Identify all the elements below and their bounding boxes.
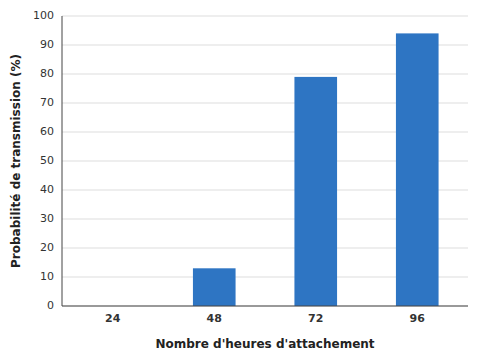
y-grid xyxy=(62,16,468,306)
y-tick-labels: 0 10 20 30 40 50 60 70 80 90 100 xyxy=(33,9,54,312)
x-tick-label: 72 xyxy=(308,312,323,325)
x-tick-label: 96 xyxy=(410,312,426,325)
y-tick-label: 70 xyxy=(40,96,54,109)
bar xyxy=(396,33,439,306)
y-tick-label: 40 xyxy=(40,183,54,196)
x-tick-label: 24 xyxy=(105,312,121,325)
y-tick-label: 60 xyxy=(40,125,54,138)
y-tick-label: 50 xyxy=(40,154,54,167)
bars xyxy=(193,33,439,306)
y-tick-label: 100 xyxy=(33,9,54,22)
y-axis-line xyxy=(62,16,63,306)
x-tick-labels: 24 48 72 96 xyxy=(105,312,425,325)
y-tick-label: 80 xyxy=(40,67,54,80)
x-axis-line xyxy=(62,306,468,307)
chart-container: 0 10 20 30 40 50 60 70 80 90 100 24 48 72 96 Nombre d'h… xyxy=(0,0,484,358)
chart-svg: 0 10 20 30 40 50 60 70 80 90 100 24 48 72 96 Nombre d'h… xyxy=(0,0,484,358)
grid-line xyxy=(62,16,468,17)
bar xyxy=(193,268,236,306)
y-tick-label: 10 xyxy=(40,270,54,283)
y-tick-label: 30 xyxy=(40,212,54,225)
y-tick-label: 20 xyxy=(40,241,54,254)
x-axis-label: Nombre d'heures d'attachement xyxy=(155,337,374,351)
grid-line xyxy=(62,306,468,307)
y-tick-label: 0 xyxy=(47,299,54,312)
y-tick-label: 90 xyxy=(40,38,54,51)
bar xyxy=(294,77,337,306)
y-axis-label: Probabilité de transmission (%) xyxy=(9,54,23,268)
x-tick-label: 48 xyxy=(207,312,222,325)
